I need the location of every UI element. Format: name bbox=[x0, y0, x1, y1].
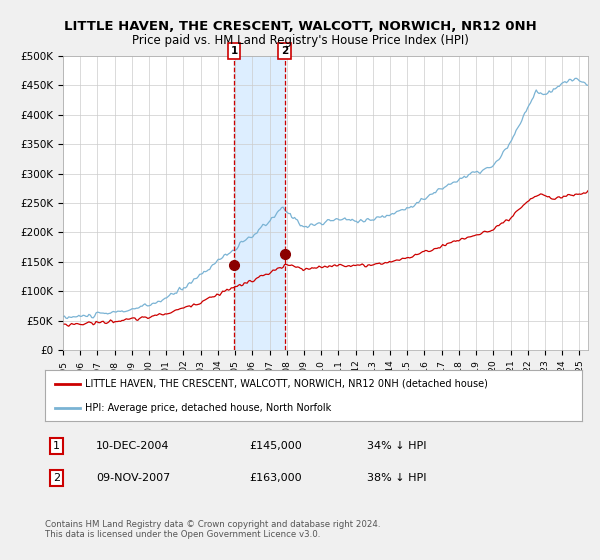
Text: £145,000: £145,000 bbox=[249, 441, 302, 451]
Text: 2: 2 bbox=[281, 46, 288, 56]
Text: 38% ↓ HPI: 38% ↓ HPI bbox=[367, 473, 427, 483]
Text: 34% ↓ HPI: 34% ↓ HPI bbox=[367, 441, 427, 451]
Text: 1: 1 bbox=[230, 46, 238, 56]
Text: 1: 1 bbox=[53, 441, 61, 451]
Text: 09-NOV-2007: 09-NOV-2007 bbox=[96, 473, 170, 483]
Text: 10-DEC-2004: 10-DEC-2004 bbox=[96, 441, 170, 451]
Text: HPI: Average price, detached house, North Norfolk: HPI: Average price, detached house, Nort… bbox=[85, 403, 332, 413]
Text: LITTLE HAVEN, THE CRESCENT, WALCOTT, NORWICH, NR12 0NH (detached house): LITTLE HAVEN, THE CRESCENT, WALCOTT, NOR… bbox=[85, 379, 488, 389]
Text: LITTLE HAVEN, THE CRESCENT, WALCOTT, NORWICH, NR12 0NH: LITTLE HAVEN, THE CRESCENT, WALCOTT, NOR… bbox=[64, 20, 536, 32]
Text: £163,000: £163,000 bbox=[249, 473, 302, 483]
Text: Price paid vs. HM Land Registry's House Price Index (HPI): Price paid vs. HM Land Registry's House … bbox=[131, 34, 469, 46]
Text: Contains HM Land Registry data © Crown copyright and database right 2024.
This d: Contains HM Land Registry data © Crown c… bbox=[45, 520, 380, 539]
Text: 2: 2 bbox=[53, 473, 61, 483]
Bar bbox=[234, 56, 284, 350]
